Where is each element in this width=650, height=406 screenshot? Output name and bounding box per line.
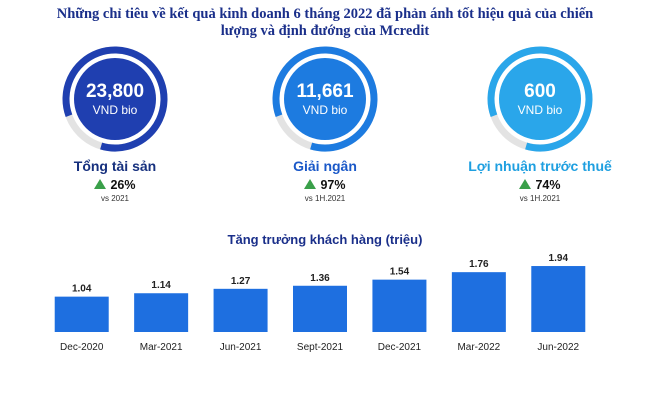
kpi-unit: VND bio	[517, 102, 563, 117]
kpi-comparison: vs 1H.2021	[519, 194, 561, 203]
data-label-Mar-2022: 1.76	[469, 259, 489, 270]
tick-label-Dec-2020: Dec-2020	[60, 342, 104, 353]
headline-line-2: lượng và định đướng của Mcredit	[220, 23, 430, 39]
kpi-label: Giải ngân	[293, 158, 357, 174]
data-label-Dec-2021: 1.54	[390, 267, 410, 278]
kpi-label: Lợi nhuận trước thuế	[468, 158, 612, 174]
ring-progress	[487, 46, 593, 152]
tick-label-Mar-2021: Mar-2021	[140, 342, 183, 353]
bar-Jun-2021	[213, 288, 268, 332]
kpi-circle	[499, 58, 581, 140]
bar-Dec-2021	[372, 279, 427, 332]
kpi-growth-value: 26%	[110, 178, 136, 192]
kpi-value: 600	[524, 80, 556, 102]
kpi-ring	[62, 46, 168, 152]
headline: Những chỉ tiêu về kết quả kinh doanh 6 t…	[0, 6, 650, 40]
tick-label-Sept-2021: Sept-2021	[297, 342, 344, 353]
up-arrow-icon	[304, 179, 317, 189]
kpi-ring	[487, 46, 593, 152]
kpi-circle-text: 11,661 VND bio	[272, 46, 378, 152]
bar-Dec-2020	[54, 296, 109, 332]
chart-title: Tăng trưởng khách hàng (triệu)	[227, 232, 423, 247]
kpi-label: Tổng tài sản	[73, 158, 157, 174]
kpi-circle-text: 23,800 VND bio	[62, 46, 168, 152]
kpi-growth-value: 97%	[320, 178, 346, 192]
kpi-growth: 97%	[245, 178, 405, 192]
data-label-Jun-2021: 1.27	[231, 276, 251, 287]
customer-growth-bar-chart: 1.04 Dec-2020 1.14 Mar-2021 1.27 Jun-2021 1.36…	[54, 253, 586, 353]
kpi-circle-text: 600 VND bio	[487, 46, 593, 152]
kpi-value: 23,800	[85, 80, 145, 102]
bar-Jun-2022	[531, 266, 586, 332]
headline-line-1: Những chỉ tiêu về kết quả kinh doanh 6 t…	[56, 6, 594, 22]
tick-label-Dec-2021: Dec-2021	[378, 342, 422, 353]
kpi-unit: VND bio	[92, 102, 138, 117]
tick-label-Mar-2022: Mar-2022	[457, 342, 500, 353]
up-arrow-icon	[519, 179, 532, 189]
kpi-circle	[74, 58, 156, 140]
kpi-comparison: vs 2021	[100, 194, 130, 203]
kpi-comparison: vs 1H.2021	[304, 194, 346, 203]
data-label-Dec-2020: 1.04	[72, 284, 92, 295]
kpi-growth-value: 74%	[535, 178, 561, 192]
up-arrow-icon	[94, 179, 107, 189]
kpi-growth: 26%	[35, 178, 195, 192]
data-label-Jun-2022: 1.94	[549, 253, 569, 264]
data-label-Mar-2021: 1.14	[151, 280, 171, 291]
kpi-ring	[272, 46, 378, 152]
data-label-Sept-2021: 1.36	[310, 273, 330, 284]
bar-Mar-2022	[451, 272, 506, 332]
kpi-unit: VND bio	[302, 102, 348, 117]
kpi-circle	[284, 58, 366, 140]
kpi-growth: 74%	[460, 178, 620, 192]
bar-Mar-2021	[134, 293, 189, 332]
kpi-value: 11,661	[296, 80, 354, 102]
ring-progress	[62, 46, 168, 152]
tick-label-Jun-2022: Jun-2022	[537, 342, 579, 353]
tick-label-Jun-2021: Jun-2021	[220, 342, 262, 353]
bar-Sept-2021	[293, 285, 347, 332]
ring-progress	[272, 46, 378, 152]
